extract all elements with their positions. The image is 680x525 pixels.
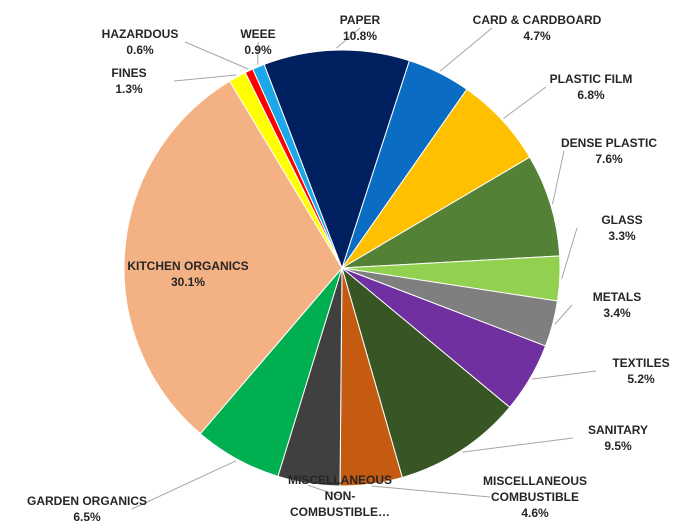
leader-glass bbox=[561, 227, 578, 279]
slice-kitchen-organics bbox=[123, 80, 343, 435]
leader-miscellaneous-non-combustible bbox=[308, 484, 341, 497]
leader-paper bbox=[336, 27, 361, 49]
pie-slices bbox=[123, 49, 561, 487]
label-sanitary: SANITARY 9.5% bbox=[588, 423, 648, 453]
label-miscellaneous-non-combustible: MISCELLANEOUS NON-COMBUSTIBLE… bbox=[288, 473, 392, 519]
label-weee: WEEE 0.9% bbox=[240, 27, 275, 57]
leader-fines bbox=[173, 74, 237, 82]
label-paper: PAPER 10.8% bbox=[340, 13, 381, 43]
leader-card-cardboard bbox=[439, 27, 493, 72]
label-dense-plastic: DENSE PLASTIC 7.6% bbox=[561, 136, 657, 166]
label-card-cardboard: CARD & CARDBOARD 4.7% bbox=[473, 13, 602, 43]
slice-paper bbox=[263, 49, 411, 270]
slice-sanitary bbox=[341, 266, 511, 479]
label-metals: METALS 3.4% bbox=[593, 290, 641, 320]
leader-sanitary bbox=[462, 437, 574, 453]
leader-plastic-film bbox=[503, 86, 547, 119]
leader-lines bbox=[131, 27, 597, 510]
label-plastic-film: PLASTIC FILM 6.8% bbox=[550, 72, 633, 102]
leader-garden-organics bbox=[131, 460, 237, 510]
label-garden-organics: GARDEN ORGANICS 6.5% bbox=[27, 494, 147, 524]
slice-labels: CARD & CARDBOARD 4.7% PLASTIC FILM 6.8% DENS… bbox=[27, 13, 670, 524]
leader-metals bbox=[554, 304, 573, 325]
leader-miscellaneous-combustible bbox=[371, 485, 491, 498]
slice-dense-plastic bbox=[341, 156, 561, 269]
leader-dense-plastic bbox=[552, 150, 565, 205]
leader-textiles bbox=[531, 370, 597, 380]
label-glass: GLASS 3.3% bbox=[601, 213, 642, 243]
label-fines: FINES 1.3% bbox=[111, 66, 146, 96]
label-miscellaneous-combustible: MISCELLANEOUS COMBUSTIBLE 4.6% bbox=[483, 474, 587, 520]
label-kitchen-organics: KITCHEN ORGANICS 30.1% bbox=[127, 259, 248, 289]
leader-hazardous bbox=[184, 41, 249, 70]
label-textiles: TEXTILES 5.2% bbox=[612, 356, 669, 386]
label-hazardous: HAZARDOUS 0.6% bbox=[102, 27, 179, 57]
